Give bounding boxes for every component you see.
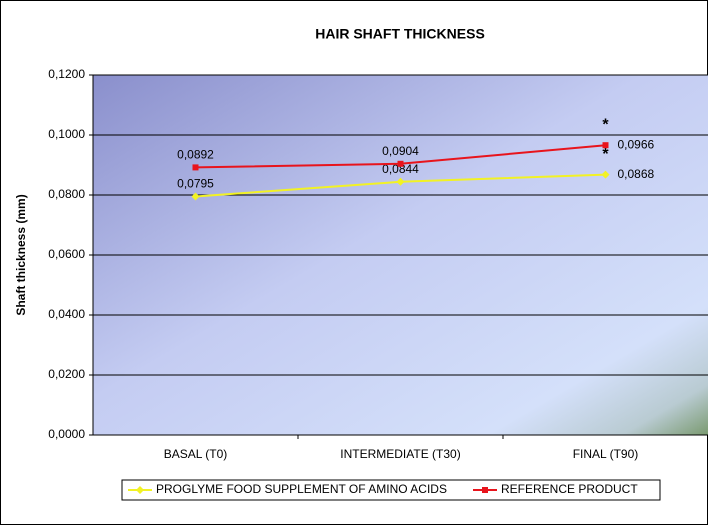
y-tick-label: 0,0000 [48,427,85,441]
x-tick-label: FINAL (T90) [573,447,639,461]
data-label: 0,0966 [618,137,655,151]
legend-label: PROGLYME FOOD SUPPLEMENT OF AMINO ACIDS [156,482,447,496]
y-tick-label: 0,1200 [48,67,85,81]
y-tick-label: 0,0400 [48,307,85,321]
point [602,142,609,149]
point [191,192,200,201]
y-axis-label: Shaft thickness (mm) [14,194,28,315]
data-label: 0,0868 [618,167,655,181]
point [136,486,144,494]
data-label: 0,0844 [382,162,419,176]
y-tick-label: 0,1000 [48,127,85,141]
point [482,487,488,493]
y-tick-label: 0,0800 [48,187,85,201]
chart-title: HAIR SHAFT THICKNESS [315,26,485,42]
data-label: 0,0892 [177,148,214,162]
data-label: 0,0904 [382,144,419,158]
data-label: 0,0795 [177,177,214,191]
annotation: * [602,116,609,133]
annotation: * [602,146,609,163]
x-tick-label: INTERMEDIATE (T30) [340,447,460,461]
point [396,177,405,186]
y-tick-label: 0,0200 [48,367,85,381]
point [192,164,199,171]
legend [121,479,661,501]
x-tick-label: BASAL (T0) [164,447,228,461]
legend-label: REFERENCE PRODUCT [501,482,638,496]
point [601,170,610,179]
y-tick-label: 0,0600 [48,247,85,261]
point [397,160,404,167]
